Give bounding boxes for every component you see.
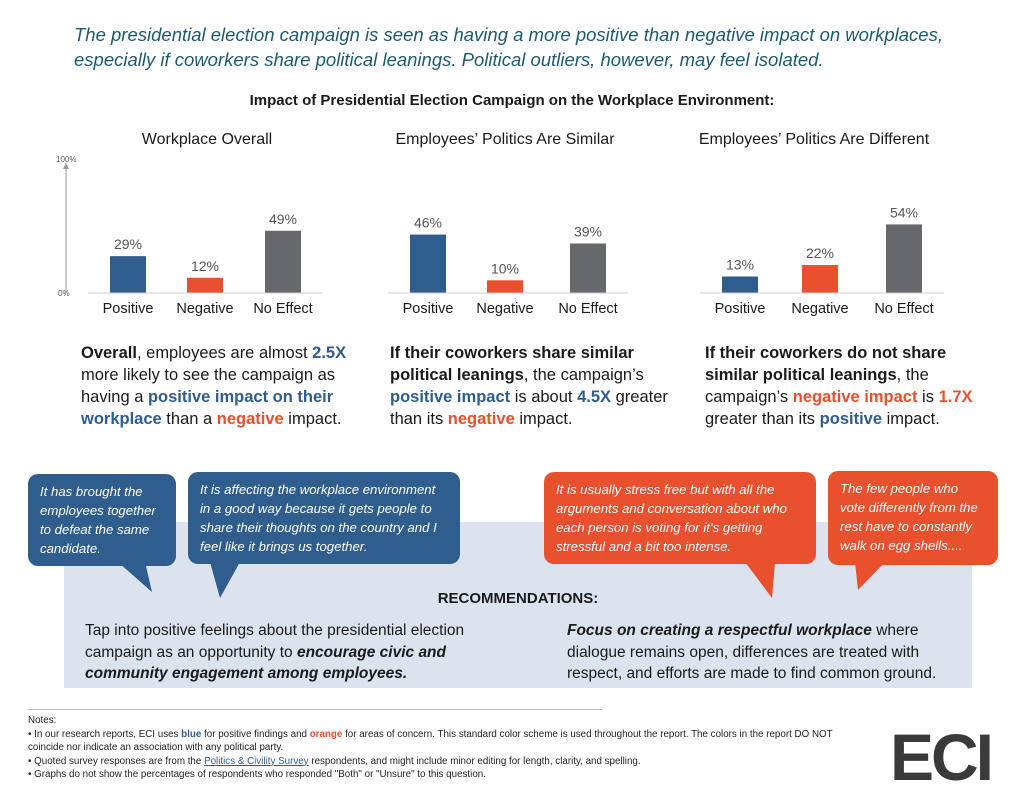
tail-quote-1 xyxy=(118,562,152,592)
note-1: • In our research reports, ECI uses blue… xyxy=(28,728,848,755)
note-1-orange: orange xyxy=(309,728,343,740)
summary-similar: If their coworkers share similar politic… xyxy=(390,342,680,430)
category-label-similar-0: Positive xyxy=(403,301,454,317)
summary-different-a: If their coworkers do not share similar … xyxy=(705,344,947,384)
summary-overall-g: negative xyxy=(216,410,284,428)
tail-quote-3 xyxy=(745,562,775,598)
summary-different-f: greater than its xyxy=(705,410,820,428)
note-3: • Graphs do not show the percentages of … xyxy=(28,769,486,781)
bubble-tails xyxy=(118,562,885,598)
data-label-different-1: 22% xyxy=(806,245,834,261)
panel-title-overall: Workplace Overall xyxy=(141,131,273,148)
bar-charts: 100% 0% 29% Positive 12% Negative 49% No Effe… xyxy=(56,155,944,317)
recommendation-left: Tap into positive feelings about the pre… xyxy=(85,620,485,685)
quote-bubble-4: The few people who vote differently from… xyxy=(828,471,998,565)
survey-link[interactable]: Politics & Civility Survey xyxy=(204,755,309,767)
recommendation-right: Focus on creating a respectful workplace… xyxy=(567,620,967,685)
data-label-similar-0: 46% xyxy=(414,215,442,231)
summary-different-b: , the campaign’s xyxy=(705,366,929,406)
summary-overall-b: , employees are almost xyxy=(136,344,313,362)
summary-similar-a: If their coworkers share similar politic… xyxy=(390,344,634,384)
summary-different: If their coworkers do not share similar … xyxy=(705,342,995,430)
data-label-overall-0: 29% xyxy=(114,236,142,252)
bar-overall-no-effect xyxy=(265,230,301,293)
y-tick-100: 100% xyxy=(56,155,76,164)
category-label-different-2: No Effect xyxy=(874,301,933,317)
notes-heading: Notes: xyxy=(28,715,57,726)
summary-different-g: positive xyxy=(819,410,883,428)
bar-similar-no-effect xyxy=(570,243,606,293)
recommendation-right-b: where dialogue remains open, differences… xyxy=(567,622,937,682)
bar-different-no-effect xyxy=(886,224,922,293)
category-label-different-1: Negative xyxy=(791,301,848,317)
summary-overall-e: positive impact on their workplace xyxy=(81,388,334,428)
summary-overall-d: more likely to see the campaign as havin… xyxy=(81,366,336,406)
bar-overall-negative xyxy=(187,277,223,293)
recommendations-title: RECOMMENDATIONS: xyxy=(437,590,599,607)
bar-similar-negative xyxy=(487,280,523,293)
data-label-different-2: 54% xyxy=(890,204,918,220)
bar-similar-positive xyxy=(410,234,446,293)
data-label-similar-1: 10% xyxy=(491,260,519,276)
headline: The presidential election campaign is se… xyxy=(74,24,943,70)
notes: Notes: • In our research reports, ECI us… xyxy=(28,714,848,782)
y-tick-0: 0% xyxy=(58,289,70,298)
note-1-a: • In our research reports, ECI uses xyxy=(28,728,182,740)
bar-different-negative xyxy=(802,265,838,293)
panel-title-different: Employees’ Politics Are Different xyxy=(698,131,930,148)
summary-similar-e: 4.5X xyxy=(577,388,612,406)
summary-overall: Overall, employees are almost 2.5X more … xyxy=(81,342,371,430)
note-1-e: for areas of concern. This standard colo… xyxy=(28,728,833,754)
summary-similar-h: impact. xyxy=(514,410,573,428)
quote-bubble-1: It has brought the employees together to… xyxy=(28,474,176,566)
recommendation-left-a: Tap into positive feelings about the pre… xyxy=(85,622,465,661)
category-label-overall-1: Negative xyxy=(176,301,233,317)
note-1-c: for positive findings and xyxy=(201,728,310,740)
data-label-similar-2: 39% xyxy=(574,223,602,239)
data-label-different-0: 13% xyxy=(726,256,754,272)
tail-quote-2 xyxy=(210,562,240,598)
notes-divider xyxy=(28,709,602,710)
note-2-a: • Quoted survey responses are from the xyxy=(28,755,205,767)
summary-different-h: impact. xyxy=(882,410,940,428)
data-label-overall-1: 12% xyxy=(191,258,219,274)
summary-overall-a: Overall xyxy=(81,344,137,362)
recommendation-right-a: Focus on creating a respectful workplace xyxy=(567,622,872,639)
category-label-similar-1: Negative xyxy=(476,301,533,317)
summary-different-e: 1.7X xyxy=(938,388,973,406)
category-label-similar-2: No Effect xyxy=(558,301,617,317)
summary-different-d: is xyxy=(917,388,939,406)
category-label-overall-2: No Effect xyxy=(253,301,312,317)
summary-different-c: negative impact xyxy=(792,388,918,406)
quote-bubble-3: It is usually stress free but with all t… xyxy=(544,472,816,564)
summary-similar-d: is about xyxy=(510,388,578,406)
summary-overall-f: than a xyxy=(161,410,217,428)
summary-similar-f: greater than its xyxy=(390,388,668,428)
eci-logo: ECI xyxy=(890,724,994,784)
eci-logo-text: ECI xyxy=(890,724,991,784)
bar-overall-positive xyxy=(110,256,146,293)
data-label-overall-2: 49% xyxy=(269,211,297,227)
chart-title: Impact of Presidential Election Campaign… xyxy=(249,92,775,109)
panel-title-similar: Employees’ Politics Are Similar xyxy=(395,131,615,148)
note-2-c: respondents, and might include minor edi… xyxy=(308,755,641,767)
tail-quote-4 xyxy=(855,562,885,590)
category-label-different-0: Positive xyxy=(715,301,766,317)
summary-overall-h: impact. xyxy=(283,410,342,428)
note-2: • Quoted survey responses are from the P… xyxy=(28,755,848,769)
note-1-blue: blue xyxy=(181,728,202,740)
summary-similar-c: positive impact xyxy=(390,388,511,406)
summary-similar-b: , the campaign’s xyxy=(523,366,644,384)
summary-similar-g: negative xyxy=(447,410,515,428)
y-axis-arrow xyxy=(63,163,69,169)
summary-overall-c: 2.5X xyxy=(312,344,347,362)
category-label-overall-0: Positive xyxy=(103,301,154,317)
recommendation-left-b: encourage civic and community engagement… xyxy=(85,643,446,683)
quote-bubble-2: It is affecting the workplace environmen… xyxy=(188,472,460,564)
bar-different-positive xyxy=(722,276,758,293)
bars-layer: 29% Positive 12% Negative 49% No Effect 46% Pos… xyxy=(88,204,944,317)
